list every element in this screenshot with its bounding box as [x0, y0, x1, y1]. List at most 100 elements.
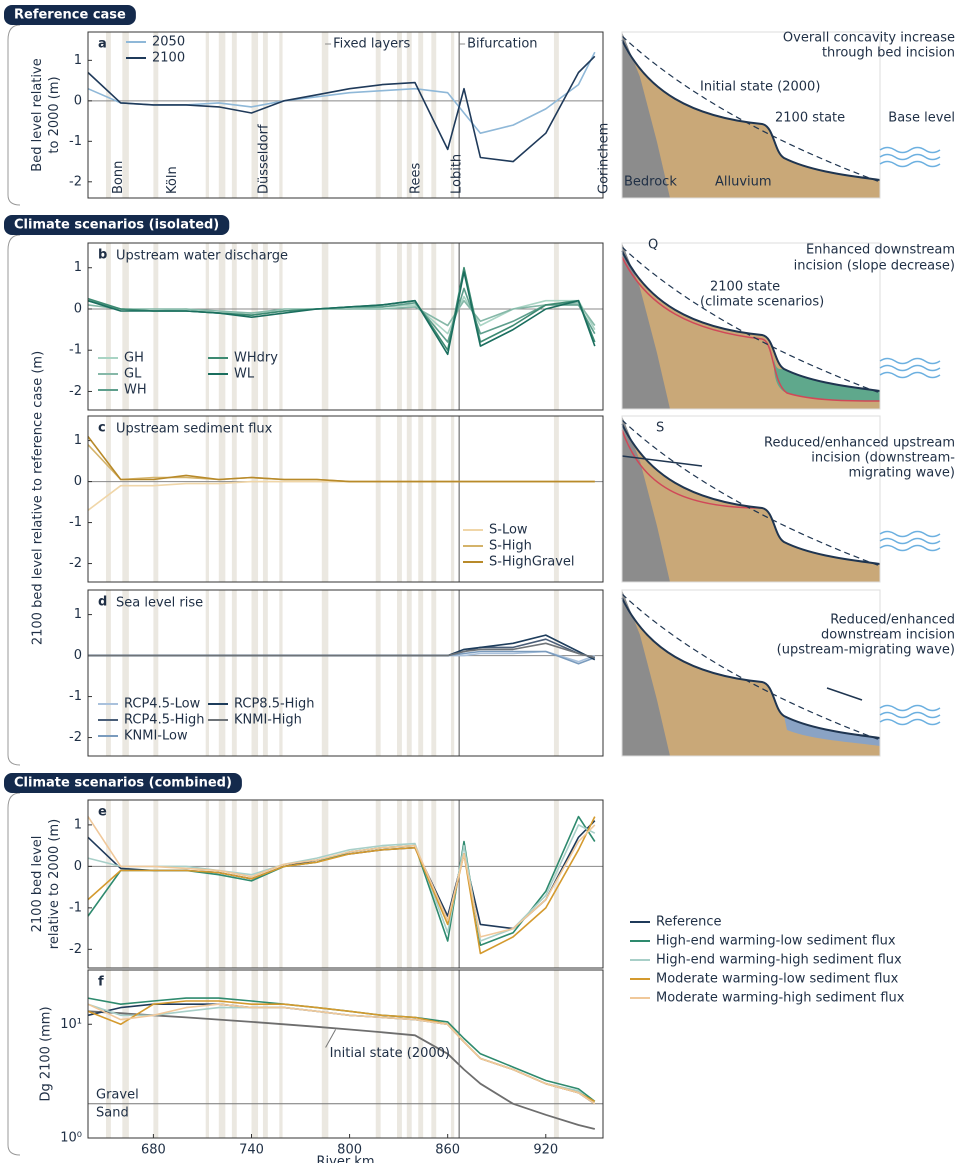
fixed-layer-band	[219, 970, 226, 1138]
fixed-layer-band	[153, 800, 158, 968]
y-tick-label: 1	[74, 53, 82, 68]
fixed-layer-band	[418, 800, 423, 968]
y-tick-label: 10¹	[60, 1017, 82, 1032]
legend-label: Moderate warming-high sediment flux	[656, 991, 905, 1006]
panel-label: a	[98, 37, 107, 52]
panel: -2-101bUpstream water dischargeGHGLWHWHd…	[69, 243, 603, 410]
legend-label: WHdry	[234, 351, 278, 366]
panel-label: f	[98, 975, 104, 990]
fixed-layer-band	[554, 243, 559, 410]
fixed-layer-band	[397, 32, 402, 198]
y-tick-label: 1	[74, 433, 82, 448]
schematic-label: 2100 state	[710, 280, 780, 295]
series-line	[88, 817, 595, 954]
y-axis-label: Bed level relative	[30, 58, 45, 171]
section-brackets	[8, 25, 20, 1155]
annotation: Bifurcation	[467, 37, 537, 52]
fixed-layer-band	[219, 590, 226, 756]
schematic-label: Overall concavity increase	[783, 31, 955, 46]
fixed-layer-band	[376, 800, 381, 968]
legend-label: High-end warming-high sediment flux	[656, 953, 902, 968]
fixed-layer-band	[554, 970, 559, 1138]
fixed-layer-band	[263, 243, 268, 410]
fixed-layer-band	[206, 416, 209, 582]
wave	[880, 713, 940, 718]
shared-y-label: 2100 bed level relative to reference cas…	[31, 351, 46, 645]
schematic-label: (climate scenarios)	[700, 295, 824, 310]
y-tick-label: 0	[74, 859, 82, 874]
y-tick-label: 1	[74, 260, 82, 275]
panel-label: d	[98, 595, 107, 610]
fixed-layer-band	[122, 800, 129, 968]
legend-label: GH	[124, 351, 144, 366]
wave	[880, 162, 940, 167]
schematic-label: Reduced/enhanced	[830, 613, 955, 628]
y-tick-label: -1	[69, 689, 82, 704]
fixed-layer-band	[219, 243, 226, 410]
schematic-label: Enhanced downstream	[806, 243, 955, 258]
fixed-layer-band	[153, 243, 158, 410]
legend-label: Reference	[656, 915, 721, 930]
place-label: Lobith	[449, 154, 464, 194]
y-tick-label: -2	[69, 556, 82, 571]
place-label: Gorinchem	[597, 123, 612, 194]
fixed-layer-band	[418, 243, 423, 410]
legend-label: GL	[124, 367, 142, 382]
section-title: Reference case	[14, 8, 126, 23]
panel-label: c	[98, 421, 106, 436]
fixed-layer-band	[322, 32, 329, 198]
legend-label: KNMI-Low	[124, 729, 188, 744]
bracket	[8, 793, 20, 1155]
arrow	[827, 688, 862, 700]
y-tick-label: -1	[69, 515, 82, 530]
fixed-layer-band	[206, 590, 209, 756]
fixed-layer-band	[206, 32, 209, 198]
legend-label: RCP8.5-High	[234, 697, 315, 712]
fixed-layer-band	[431, 416, 436, 582]
schematic-label: downstream incision	[821, 628, 955, 643]
schematic-label: through bed incision	[822, 46, 955, 61]
annotation: Fixed layers	[333, 37, 410, 52]
fixed-layer-band	[376, 32, 381, 198]
legend-label: High-end warming-low sediment flux	[656, 934, 896, 949]
fixed-layer-band	[279, 243, 282, 410]
y-axis-label: 2100 bed level	[30, 836, 45, 933]
fixed-layer-band	[232, 416, 237, 582]
y-tick-label: 1	[74, 817, 82, 832]
initial-label: Initial state (2000)	[330, 1046, 450, 1061]
fixed-layer-band	[232, 243, 237, 410]
schematic-label: incision (downstream-	[811, 451, 955, 466]
fixed-layer-band	[263, 970, 268, 1138]
legend-label: RCP4.5-High	[124, 713, 205, 728]
section-title: Climate scenarios (isolated)	[14, 218, 219, 233]
fixed-layer-band	[206, 243, 209, 410]
legend-label: RCP4.5-Low	[124, 697, 201, 712]
panel-label: e	[98, 805, 107, 820]
series-line	[88, 272, 595, 354]
fixed-layer-band	[279, 800, 282, 968]
legend-label: S-High	[489, 539, 532, 554]
series-line	[88, 482, 595, 511]
figure: Reference case Climate scenarios (isolate…	[0, 0, 961, 1163]
wave	[880, 359, 940, 364]
wave	[880, 720, 940, 725]
y-tick-label: -2	[69, 942, 82, 957]
fixed-layer-band	[376, 416, 381, 582]
fixed-layer-band	[397, 590, 402, 756]
series-line	[88, 56, 595, 161]
fixed-layer-band	[279, 32, 282, 198]
fixed-layer-band	[232, 32, 237, 198]
y-tick-label: -2	[69, 384, 82, 399]
fixed-layer-band	[397, 416, 402, 582]
fixed-layer-band	[251, 800, 258, 968]
legend-label: S-Low	[489, 523, 528, 538]
legend-label: 2100	[152, 51, 185, 66]
fixed-layer-band	[251, 416, 258, 582]
fixed-layer-band	[106, 416, 111, 582]
schematic-label: Reduced/enhanced upstream	[764, 436, 955, 451]
panel: -2-101cUpstream sediment fluxS-LowS-High…	[69, 416, 603, 582]
fixed-layer-band	[263, 800, 268, 968]
fixed-layer-band	[407, 800, 412, 968]
